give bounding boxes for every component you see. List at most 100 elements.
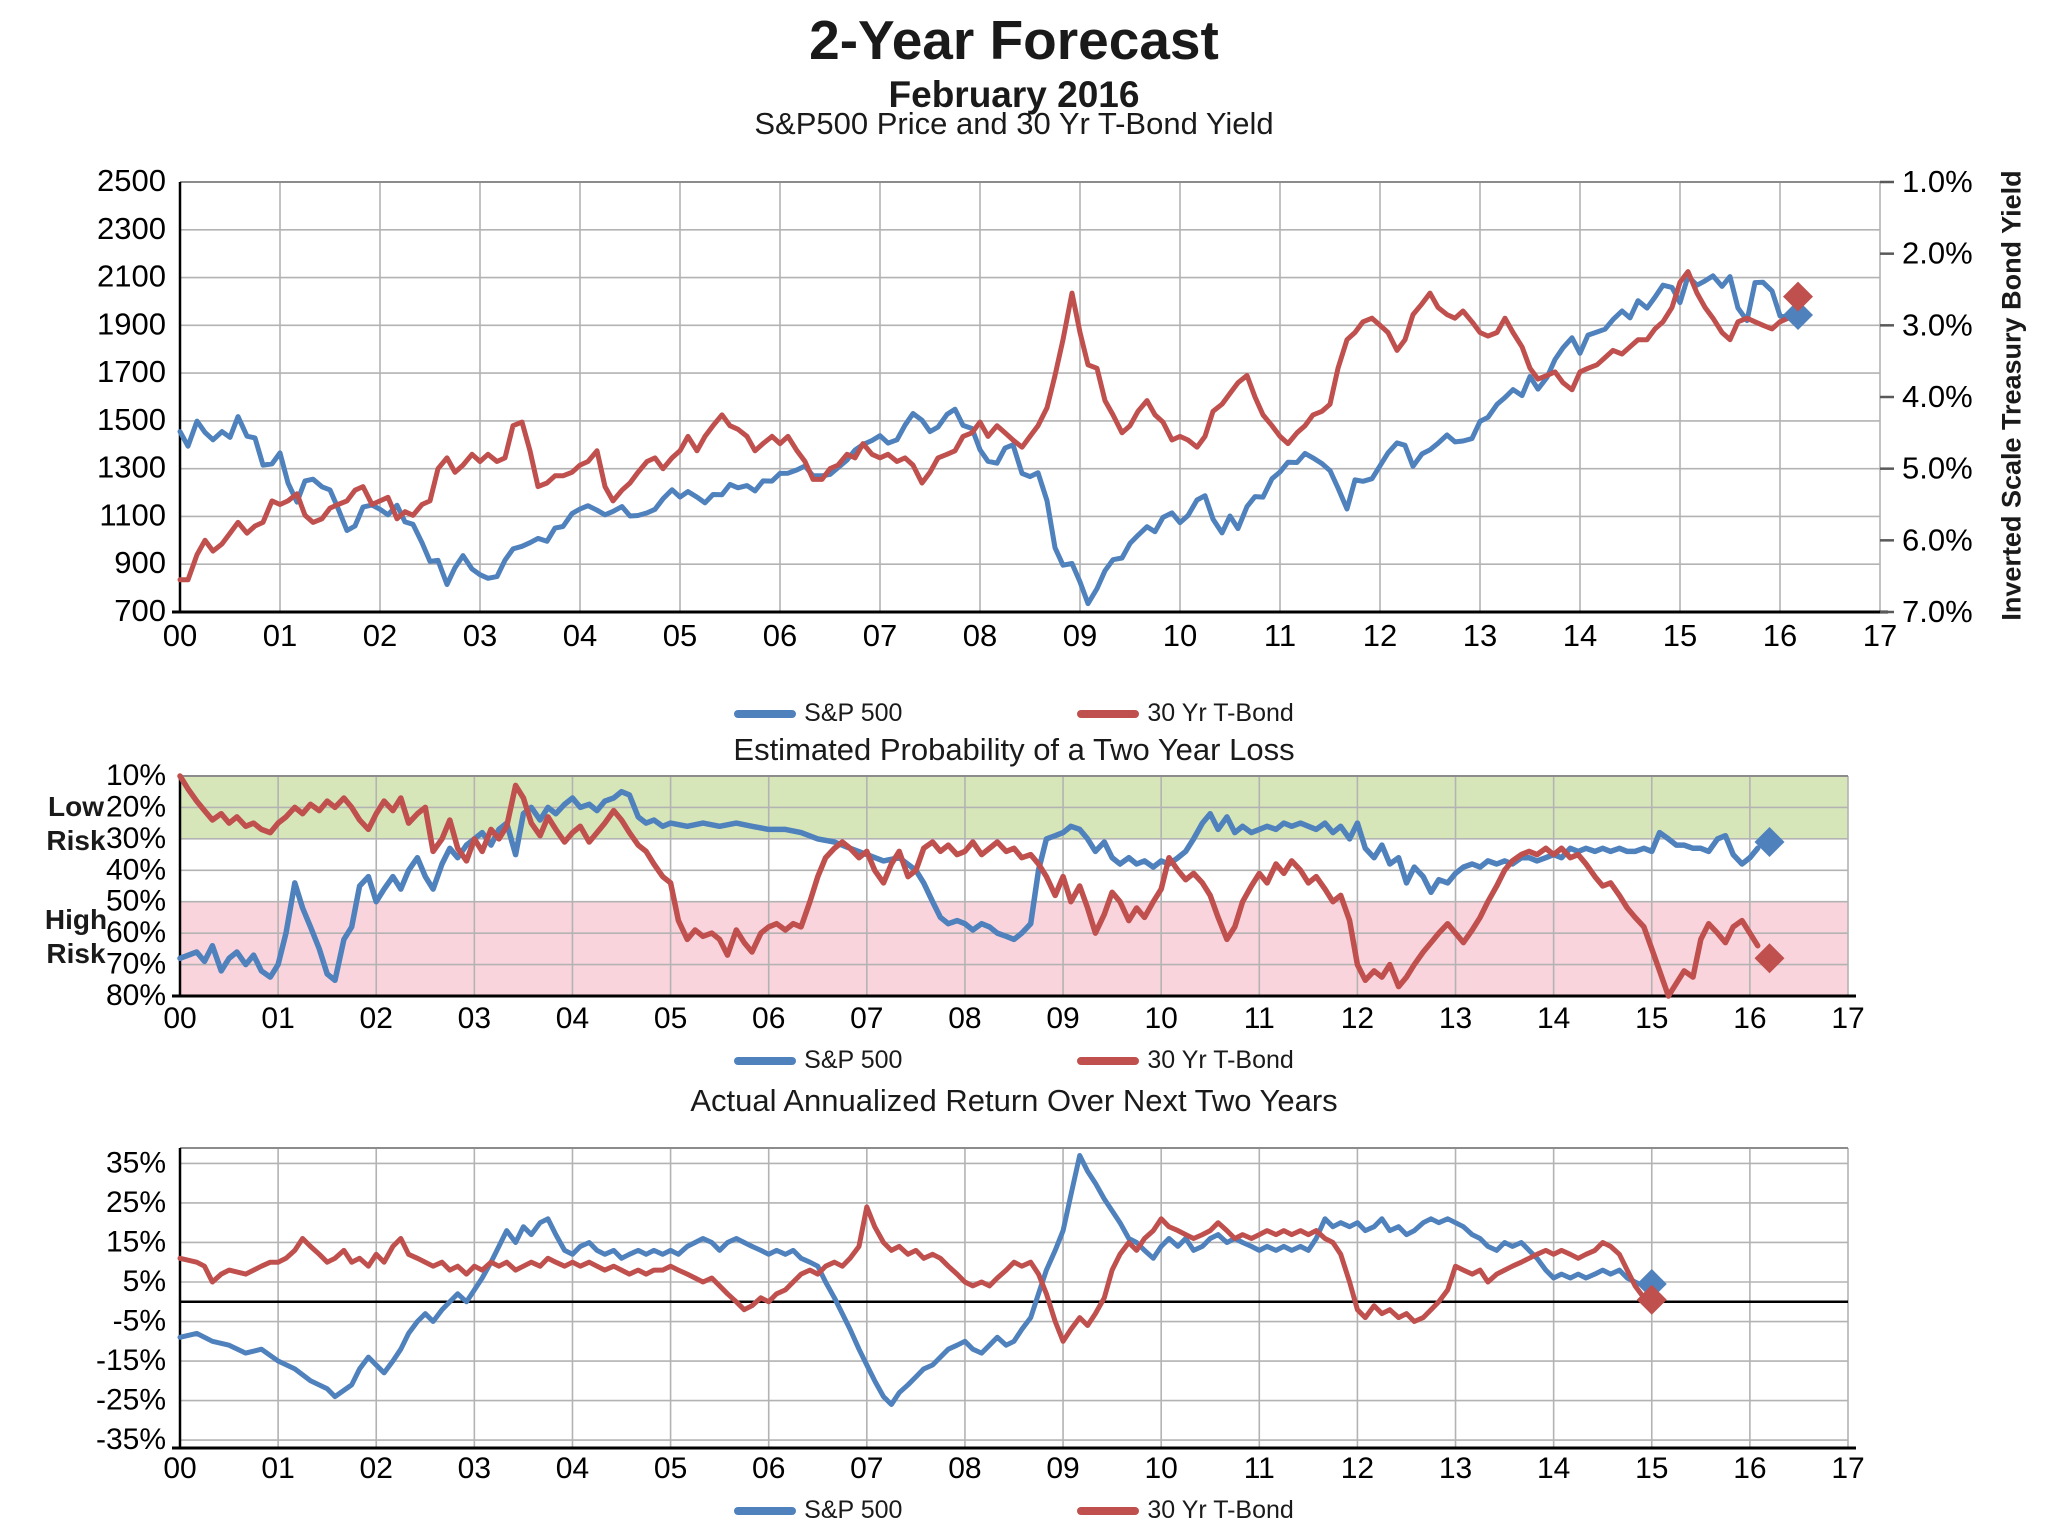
x-tick-label: 14 xyxy=(1537,1002,1570,1035)
x-tick-label: 01 xyxy=(261,1002,294,1035)
x-tick-label: 06 xyxy=(752,1452,785,1485)
tbond-legend-label: 30 Yr T-Bond xyxy=(1147,699,1294,727)
y-tick-label: 40% xyxy=(106,853,166,886)
y-tick-label: 50% xyxy=(106,885,166,918)
y-tick-label: 60% xyxy=(106,916,166,949)
sp500-legend-label: S&P 500 xyxy=(804,699,903,727)
y-tick-label: 900 xyxy=(114,545,166,580)
y-tick-label: 25% xyxy=(106,1186,166,1219)
x-tick-label: 06 xyxy=(763,618,797,653)
x-tick-label: 17 xyxy=(1831,1452,1864,1485)
tbond-line-swatch-icon xyxy=(1077,1056,1140,1065)
x-tick-label: 02 xyxy=(360,1452,393,1485)
y-tick-label: 700 xyxy=(114,593,166,628)
y-tick-label: -5% xyxy=(113,1305,166,1338)
x-tick-label: 08 xyxy=(948,1452,981,1485)
tbond-forecast-diamond-chart1 xyxy=(1783,281,1813,312)
x-tick-label: 13 xyxy=(1439,1002,1472,1035)
right-y-tick-label: 5.0% xyxy=(1902,451,1973,486)
right-y-tick-label: 7.0% xyxy=(1902,594,1973,629)
x-tick-label: 03 xyxy=(463,618,497,653)
legend-item-sp500: S&P 500 xyxy=(734,1046,902,1075)
right-y-tick-label: 1.0% xyxy=(1902,164,1973,199)
y-tick-label: 15% xyxy=(106,1225,166,1258)
x-tick-label: 07 xyxy=(863,618,897,653)
x-tick-label: 11 xyxy=(1244,1452,1275,1485)
x-tick-label: 00 xyxy=(163,1002,196,1035)
y-tick-label: 1100 xyxy=(99,497,166,532)
x-tick-label: 10 xyxy=(1144,1002,1177,1035)
x-tick-label: 01 xyxy=(261,1452,294,1485)
x-tick-label: 02 xyxy=(360,1002,393,1035)
chart1-legend: S&P 500 30 Yr T-Bond xyxy=(0,699,2028,728)
sp500-forecast-diamond-chart3 xyxy=(1636,1268,1667,1299)
chart2-title: Estimated Probability of a Two Year Loss xyxy=(733,732,1295,767)
x-tick-label: 09 xyxy=(1046,1002,1079,1035)
x-tick-label: 16 xyxy=(1733,1002,1766,1035)
tbond-legend-label: 30 Yr T-Bond xyxy=(1147,1496,1294,1524)
x-tick-label: 05 xyxy=(654,1452,687,1485)
sp500-line-chart3 xyxy=(177,1153,1647,1407)
x-tick-label: 00 xyxy=(163,1452,196,1485)
x-tick-label: 12 xyxy=(1363,618,1397,653)
y-tick-label: 1900 xyxy=(97,306,166,341)
tbond-line-chart3 xyxy=(177,1204,1647,1344)
sp500-line-swatch-icon xyxy=(734,1506,797,1515)
x-tick-label: 14 xyxy=(1563,618,1597,653)
y-tick-label: 30% xyxy=(106,822,166,855)
high-risk-label: High Risk xyxy=(44,904,108,969)
legend-item-tbond: 30 Yr T-Bond xyxy=(1077,699,1294,728)
chart3-legend: S&P 500 30 Yr T-Bond xyxy=(0,1496,2028,1525)
y-tick-label: -15% xyxy=(96,1344,166,1377)
tbond-forecast-diamond-chart3 xyxy=(1636,1284,1667,1315)
x-tick-label: 12 xyxy=(1341,1002,1374,1035)
x-tick-label: 03 xyxy=(458,1002,491,1035)
x-tick-label: 14 xyxy=(1537,1452,1570,1485)
sp500-line-chart1 xyxy=(177,273,1791,607)
right-y-tick-label: 6.0% xyxy=(1902,522,1973,557)
x-tick-label: 11 xyxy=(1244,1002,1275,1035)
y-tick-label: 80% xyxy=(106,979,166,1012)
legend-item-sp500: S&P 500 xyxy=(734,1496,902,1525)
x-tick-label: 17 xyxy=(1863,618,1897,653)
sp500-forecast-diamond-chart2 xyxy=(1754,827,1785,857)
page-subtitle: February 2016 xyxy=(888,74,1140,115)
tbond-forecast-diamond-chart2 xyxy=(1754,943,1785,974)
x-tick-label: 11 xyxy=(1264,618,1296,653)
x-tick-label: 01 xyxy=(263,618,297,653)
x-tick-label: 16 xyxy=(1763,618,1797,653)
chart1-title: S&P500 Price and 30 Yr T-Bond Yield xyxy=(754,106,1274,141)
y-tick-label: 20% xyxy=(106,790,166,823)
x-tick-label: 00 xyxy=(163,618,197,653)
legend-item-sp500: S&P 500 xyxy=(734,699,902,728)
chart2-legend: S&P 500 30 Yr T-Bond xyxy=(0,1046,2028,1075)
x-tick-label: 10 xyxy=(1163,618,1197,653)
x-tick-label: 02 xyxy=(363,618,397,653)
x-tick-label: 05 xyxy=(654,1002,687,1035)
y-tick-label: -25% xyxy=(96,1384,166,1417)
sp500-line-swatch-icon xyxy=(734,709,797,718)
x-tick-label: 04 xyxy=(556,1002,589,1035)
x-tick-label: 09 xyxy=(1063,618,1097,653)
y-tick-label: 1500 xyxy=(97,402,166,437)
x-tick-label: 03 xyxy=(458,1452,491,1485)
x-tick-label: 09 xyxy=(1046,1452,1079,1485)
y-tick-label: 10% xyxy=(106,759,166,792)
tbond-legend-label: 30 Yr T-Bond xyxy=(1147,1046,1294,1074)
y-tick-label: 35% xyxy=(106,1146,166,1179)
x-tick-label: 15 xyxy=(1635,1452,1668,1485)
y-tick-label: 2300 xyxy=(97,211,166,246)
y-tick-label: 2500 xyxy=(97,163,166,198)
y-tick-label: 5% xyxy=(123,1265,166,1298)
y-tick-label: 1300 xyxy=(97,450,166,485)
x-tick-label: 10 xyxy=(1144,1452,1177,1485)
tbond-line-chart2 xyxy=(177,773,1761,999)
y-tick-label: 70% xyxy=(106,948,166,981)
right-y-tick-label: 2.0% xyxy=(1902,236,1973,271)
tbond-line-swatch-icon xyxy=(1077,709,1140,718)
x-tick-label: 04 xyxy=(556,1452,589,1485)
x-tick-label: 07 xyxy=(850,1002,883,1035)
tbond-line-swatch-icon xyxy=(1077,1506,1140,1515)
x-tick-label: 08 xyxy=(963,618,997,653)
